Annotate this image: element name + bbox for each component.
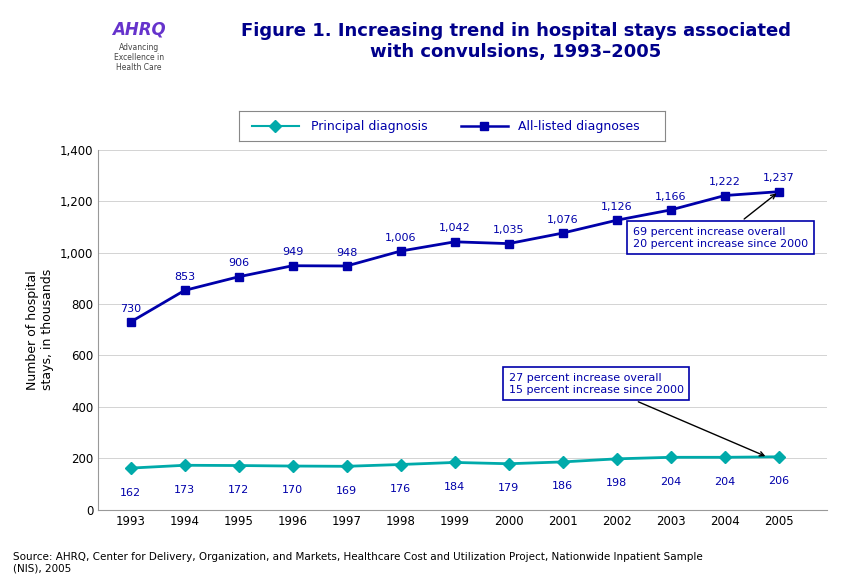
Text: 1,035: 1,035 [492,225,524,235]
Text: 204: 204 [713,477,734,487]
Text: 1,237: 1,237 [762,173,794,183]
Text: Advancing
Excellence in
Health Care: Advancing Excellence in Health Care [113,43,164,73]
Text: 162: 162 [120,487,141,498]
Text: 730: 730 [120,304,141,314]
Text: 1,076: 1,076 [546,215,578,225]
Text: 853: 853 [174,272,195,282]
Text: 949: 949 [281,248,303,257]
Text: 198: 198 [606,478,626,488]
Text: 1,166: 1,166 [654,192,686,202]
Text: 184: 184 [444,482,464,492]
Text: 170: 170 [282,486,302,495]
Text: Figure 1. Increasing trend in hospital stays associated
with convulsions, 1993–2: Figure 1. Increasing trend in hospital s… [241,22,790,61]
Text: 948: 948 [336,248,357,257]
Text: 179: 179 [498,483,519,493]
Text: 🦅: 🦅 [43,38,55,57]
Text: 1,042: 1,042 [438,223,470,233]
Text: 1,126: 1,126 [600,202,632,212]
Text: 169: 169 [336,486,357,496]
Text: 172: 172 [227,485,249,495]
Text: AHRQ: AHRQ [112,20,165,38]
Text: 173: 173 [174,485,195,495]
Text: 1,006: 1,006 [384,233,416,242]
Text: 27 percent increase overall
15 percent increase since 2000: 27 percent increase overall 15 percent i… [508,373,763,456]
Text: All-listed diagnoses: All-listed diagnoses [518,120,639,132]
Text: 69 percent increase overall
20 percent increase since 2000: 69 percent increase overall 20 percent i… [632,194,807,248]
Y-axis label: Number of hospital
stays, in thousands: Number of hospital stays, in thousands [26,269,55,391]
Text: Source: AHRQ, Center for Delivery, Organization, and Markets, Healthcare Cost an: Source: AHRQ, Center for Delivery, Organ… [13,552,702,573]
Text: 906: 906 [227,259,249,268]
Text: 204: 204 [659,477,681,487]
Text: 176: 176 [389,484,411,494]
Text: 186: 186 [551,482,573,491]
Text: 206: 206 [768,476,788,486]
Text: 1,222: 1,222 [708,177,740,187]
Text: Principal diagnosis: Principal diagnosis [311,120,428,132]
